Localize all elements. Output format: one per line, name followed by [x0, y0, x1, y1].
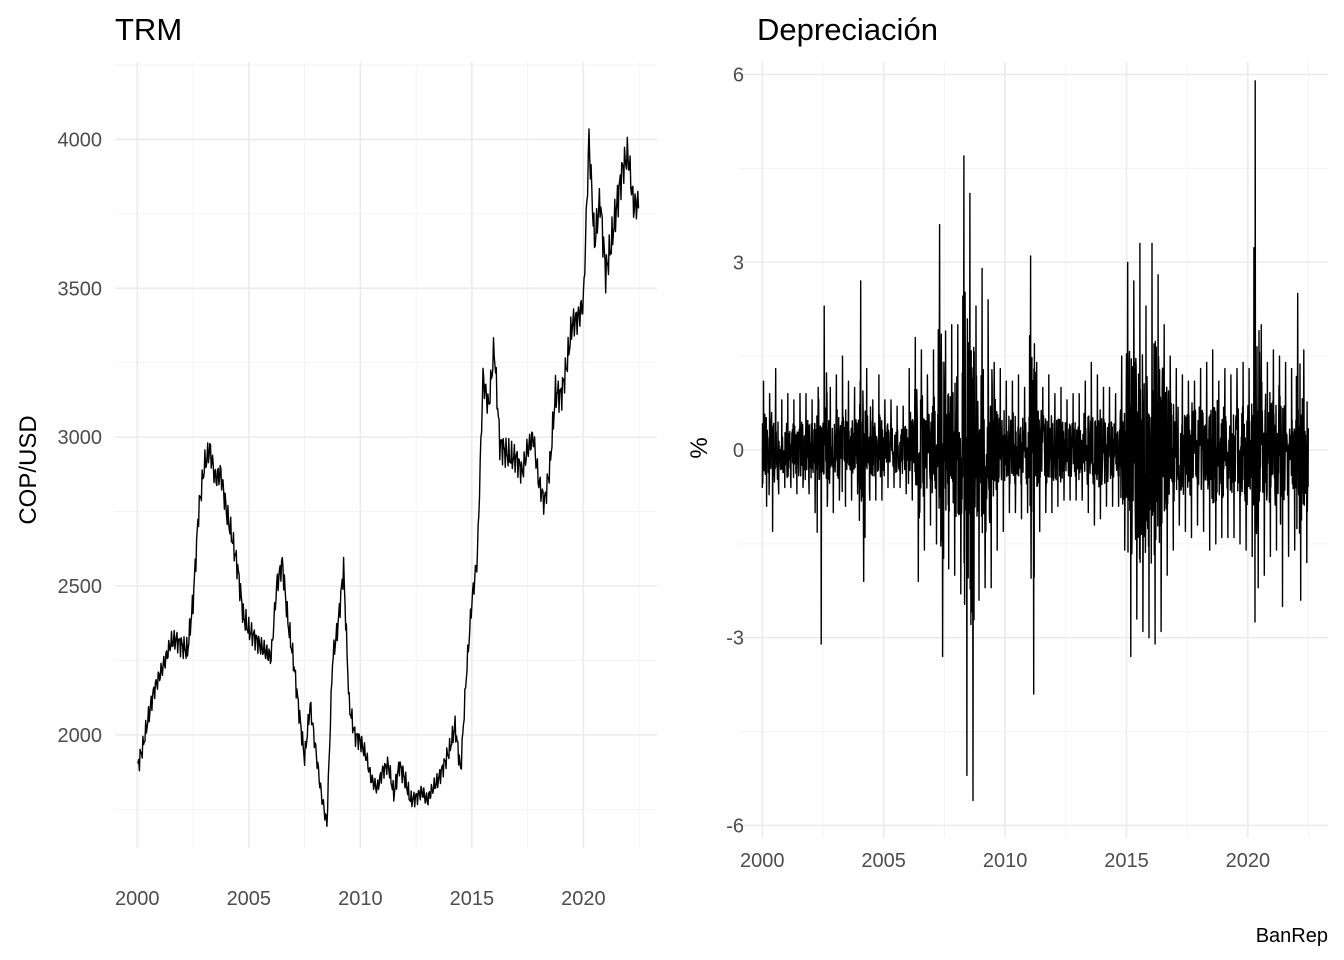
x-tick-label: 2020: [1226, 850, 1271, 872]
trm-series: [137, 128, 640, 827]
y-tick-label: 6: [733, 65, 744, 87]
caption: BanRep: [1256, 925, 1328, 947]
trm-y-tick-labels: 2000 2500 3000 3500 4000: [58, 129, 103, 746]
x-tick-label: 2020: [561, 888, 606, 910]
x-tick-label: 2000: [115, 888, 160, 910]
y-tick-label: -6: [726, 815, 744, 837]
x-tick-label: 2010: [338, 888, 383, 910]
x-tick-label: 2015: [450, 888, 495, 910]
trm-panel: TRM 2000 2500 3000 3500 4000 2000 2005 2010 201…: [15, 12, 657, 910]
y-tick-label: 3000: [58, 427, 103, 449]
trm-gridlines: [115, 62, 657, 848]
x-tick-label: 2005: [861, 850, 906, 872]
x-tick-label: 2005: [227, 888, 272, 910]
y-tick-label: 4000: [58, 129, 103, 151]
depreciacion-y-axis-label: %: [686, 437, 713, 458]
trm-title: TRM: [115, 12, 182, 47]
x-tick-label: 2000: [740, 850, 785, 872]
depreciacion-panel: Depreciación -6 -3 0 3 6 2000 2005 2010 2015 202…: [686, 12, 1328, 872]
depreciacion-gridlines: [738, 62, 1328, 838]
trm-x-tick-labels: 2000 2005 2010 2015 2020: [115, 888, 606, 910]
trm-line: [137, 128, 640, 827]
x-tick-label: 2010: [983, 850, 1028, 872]
depreciacion-y-tick-labels: -6 -3 0 3 6: [726, 65, 744, 838]
depreciacion-line: [761, 80, 1309, 802]
x-tick-label: 2015: [1104, 850, 1149, 872]
y-tick-label: 3500: [58, 278, 103, 300]
depreciacion-series: [761, 80, 1309, 802]
trm-y-axis-label: COP/USD: [15, 415, 42, 524]
y-tick-label: 3: [733, 252, 744, 274]
y-tick-label: 0: [733, 440, 744, 462]
depreciacion-x-tick-labels: 2000 2005 2010 2015 2020: [740, 850, 1270, 872]
y-tick-label: -3: [726, 628, 744, 650]
y-tick-label: 2500: [58, 576, 103, 598]
depreciacion-title: Depreciación: [757, 12, 938, 47]
y-tick-label: 2000: [58, 725, 103, 747]
